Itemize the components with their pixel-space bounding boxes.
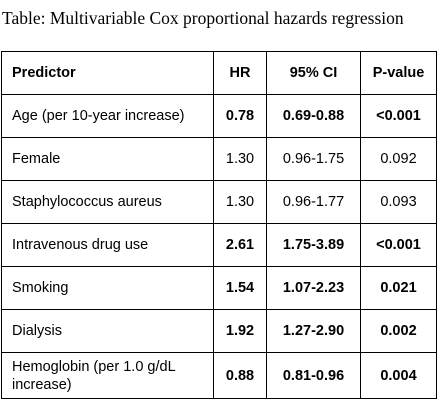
predictor-cell: Dialysis	[1, 309, 214, 353]
ci-cell: 0.69-0.88	[266, 94, 361, 138]
table-row: Hemoglobin (per 1.0 g/dL increase) 0.88 …	[1, 352, 437, 399]
header-p-value: P-value	[360, 51, 437, 95]
hr-cell: 1.30	[213, 180, 267, 224]
p-value-cell: 0.092	[360, 137, 437, 181]
hr-cell: 1.92	[213, 309, 267, 353]
header-ci: 95% CI	[266, 51, 361, 95]
header-hr: HR	[213, 51, 267, 95]
table-row: Female 1.30 0.96-1.75 0.092	[1, 137, 437, 181]
p-value-cell: 0.093	[360, 180, 437, 224]
table-caption: Table: Multivariable Cox proportional ha…	[2, 8, 404, 28]
ci-cell: 0.81-0.96	[266, 352, 361, 399]
hr-cell: 1.30	[213, 137, 267, 181]
ci-cell: 1.07-2.23	[266, 266, 361, 310]
hr-cell: 0.88	[213, 352, 267, 399]
p-value-cell: 0.002	[360, 309, 437, 353]
header-row: Predictor HR 95% CI P-value	[1, 51, 437, 95]
predictor-cell: Smoking	[1, 266, 214, 310]
predictor-cell: Age (per 10-year increase)	[1, 94, 214, 138]
p-value-cell: <0.001	[360, 223, 437, 267]
predictor-cell: Hemoglobin (per 1.0 g/dL increase)	[1, 352, 214, 399]
table-row: Age (per 10-year increase) 0.78 0.69-0.8…	[1, 94, 437, 138]
p-value-cell: <0.001	[360, 94, 437, 138]
ci-cell: 1.27-2.90	[266, 309, 361, 353]
p-value-cell: 0.021	[360, 266, 437, 310]
table-row: Intravenous drug use 2.61 1.75-3.89 <0.0…	[1, 223, 437, 267]
hr-cell: 1.54	[213, 266, 267, 310]
predictor-cell: Female	[1, 137, 214, 181]
table-row: Staphylococcus aureus 1.30 0.96-1.77 0.0…	[1, 180, 437, 224]
table-row: Smoking 1.54 1.07-2.23 0.021	[1, 266, 437, 310]
header-predictor: Predictor	[1, 51, 214, 95]
predictor-cell: Staphylococcus aureus	[1, 180, 214, 224]
ci-cell: 1.75-3.89	[266, 223, 361, 267]
hr-cell: 2.61	[213, 223, 267, 267]
ci-cell: 0.96-1.75	[266, 137, 361, 181]
p-value-cell: 0.004	[360, 352, 437, 399]
cox-regression-table: Predictor HR 95% CI P-value Age (per 10-…	[1, 51, 437, 399]
predictor-cell: Intravenous drug use	[1, 223, 214, 267]
hr-cell: 0.78	[213, 94, 267, 138]
ci-cell: 0.96-1.77	[266, 180, 361, 224]
table-row: Dialysis 1.92 1.27-2.90 0.002	[1, 309, 437, 353]
